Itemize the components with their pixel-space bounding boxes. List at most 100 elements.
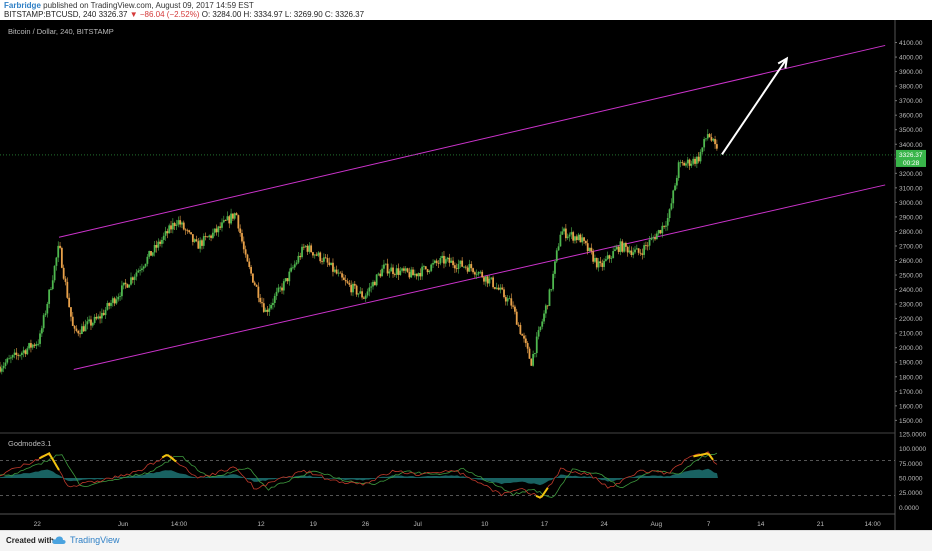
candle-body bbox=[594, 257, 596, 262]
candle-body bbox=[341, 273, 343, 278]
candle-body bbox=[46, 303, 49, 314]
forecast-arrow[interactable] bbox=[721, 56, 789, 155]
candle-body bbox=[506, 298, 509, 302]
candle-body bbox=[657, 230, 660, 234]
candle-body bbox=[82, 326, 85, 332]
arrow-shaft[interactable] bbox=[721, 57, 788, 155]
candle-body bbox=[304, 245, 307, 247]
candle-body bbox=[159, 241, 162, 244]
candle-body bbox=[235, 213, 238, 216]
candle-body bbox=[339, 272, 342, 274]
candle-body bbox=[377, 273, 380, 275]
candle-body bbox=[295, 262, 298, 265]
candle-body bbox=[432, 263, 434, 265]
candle-body bbox=[424, 266, 427, 270]
candle-body bbox=[686, 159, 689, 164]
candle-body bbox=[230, 213, 232, 224]
candle-body bbox=[177, 220, 180, 225]
author-name[interactable]: Farbridge bbox=[4, 1, 41, 10]
candle-body bbox=[141, 268, 143, 270]
candle-body bbox=[541, 321, 544, 327]
candle-body bbox=[557, 246, 560, 251]
candle-body bbox=[603, 260, 605, 267]
trend-channel[interactable] bbox=[58, 44, 886, 370]
candle-body bbox=[517, 324, 520, 326]
candle-body bbox=[668, 209, 671, 219]
arrow-head[interactable] bbox=[777, 56, 789, 69]
candle-body bbox=[197, 241, 200, 249]
candle-body bbox=[617, 246, 620, 252]
channel-upper-line[interactable] bbox=[58, 44, 886, 238]
x-tick-label: Jun bbox=[118, 521, 129, 528]
candle-body bbox=[57, 245, 60, 258]
candle-body bbox=[42, 315, 45, 329]
candle-body bbox=[592, 251, 595, 262]
candle-body bbox=[648, 239, 651, 246]
candle-body bbox=[433, 260, 436, 264]
candle-body bbox=[534, 353, 536, 355]
candle-body bbox=[410, 269, 413, 278]
candle-body bbox=[30, 343, 32, 348]
osc-tick-label: 25.0000 bbox=[899, 490, 923, 497]
candle-body bbox=[366, 291, 369, 296]
channel-lower-line[interactable] bbox=[73, 184, 886, 370]
candle-body bbox=[470, 264, 473, 269]
candle-body bbox=[224, 220, 227, 221]
candle-body bbox=[346, 281, 349, 283]
candle-body bbox=[706, 134, 709, 139]
candle-body bbox=[523, 335, 525, 339]
last-price: 3326.37 bbox=[98, 10, 128, 19]
candle-body bbox=[137, 270, 140, 273]
candle-body bbox=[544, 305, 547, 314]
candle-body bbox=[110, 302, 112, 306]
x-tick-label: 10 bbox=[481, 521, 489, 528]
candle-body bbox=[399, 270, 402, 275]
candle-body bbox=[252, 273, 254, 283]
candle-body bbox=[386, 263, 389, 274]
candle-body bbox=[685, 163, 687, 166]
candle-body bbox=[568, 234, 571, 237]
candle-body bbox=[626, 246, 629, 253]
candle-body bbox=[381, 268, 383, 277]
candle-body bbox=[697, 156, 700, 162]
candle-body bbox=[313, 254, 316, 256]
candle-body bbox=[222, 220, 225, 223]
candle-body bbox=[473, 272, 476, 275]
candle-body bbox=[486, 276, 489, 284]
candle-body bbox=[601, 263, 604, 267]
candle-body bbox=[397, 268, 400, 275]
chart-canvas[interactable]: Bitcoin / Dollar, 240, BITSTAMP 1500.001… bbox=[0, 20, 932, 530]
candle-body bbox=[659, 230, 662, 234]
candle-body bbox=[413, 273, 416, 276]
candle-body bbox=[543, 313, 545, 322]
candle-body bbox=[499, 287, 502, 290]
price-axis[interactable]: 1500.00 1600.00 1700.00 1800.00 1900.00 2000.… bbox=[894, 20, 923, 530]
candle-body bbox=[559, 234, 562, 247]
candle-body bbox=[368, 287, 371, 292]
tradingview-brand[interactable]: TradingView bbox=[70, 535, 120, 545]
candle-body bbox=[179, 220, 182, 225]
candle-body bbox=[714, 139, 716, 145]
candle-body bbox=[444, 259, 447, 264]
y-tick-label: 3900.00 bbox=[899, 69, 923, 76]
candle-body bbox=[379, 273, 382, 277]
candle-body bbox=[211, 232, 214, 238]
time-axis[interactable]: 22 Jun 14:00 12 19 26 Jul 10 17 24 Aug 7 14 21 14:00 bbox=[0, 513, 895, 528]
candle-body bbox=[306, 245, 309, 252]
candle-body bbox=[548, 289, 551, 306]
chart-frame[interactable]: Bitcoin / Dollar, 240, BITSTAMP 1500.00 1… bbox=[0, 20, 932, 530]
y-tick-label: 2300.00 bbox=[899, 302, 923, 309]
candle-body bbox=[71, 316, 74, 326]
candle-body bbox=[135, 272, 138, 277]
osc-signal-line bbox=[0, 452, 718, 498]
candle-body bbox=[290, 267, 293, 272]
candle-body bbox=[512, 305, 515, 307]
candle-body bbox=[550, 289, 553, 291]
candle-body bbox=[694, 158, 696, 164]
y-tick-label: 3800.00 bbox=[899, 84, 923, 91]
x-tick-label: 21 bbox=[817, 521, 825, 528]
ohlc-values: O: 3284.00 H: 3334.97 L: 3269.90 C: 3326… bbox=[201, 10, 365, 19]
osc-extreme-highlight bbox=[535, 487, 549, 499]
price-change: −86.04 (−2.52%) bbox=[139, 10, 200, 19]
candle-body bbox=[297, 255, 300, 263]
